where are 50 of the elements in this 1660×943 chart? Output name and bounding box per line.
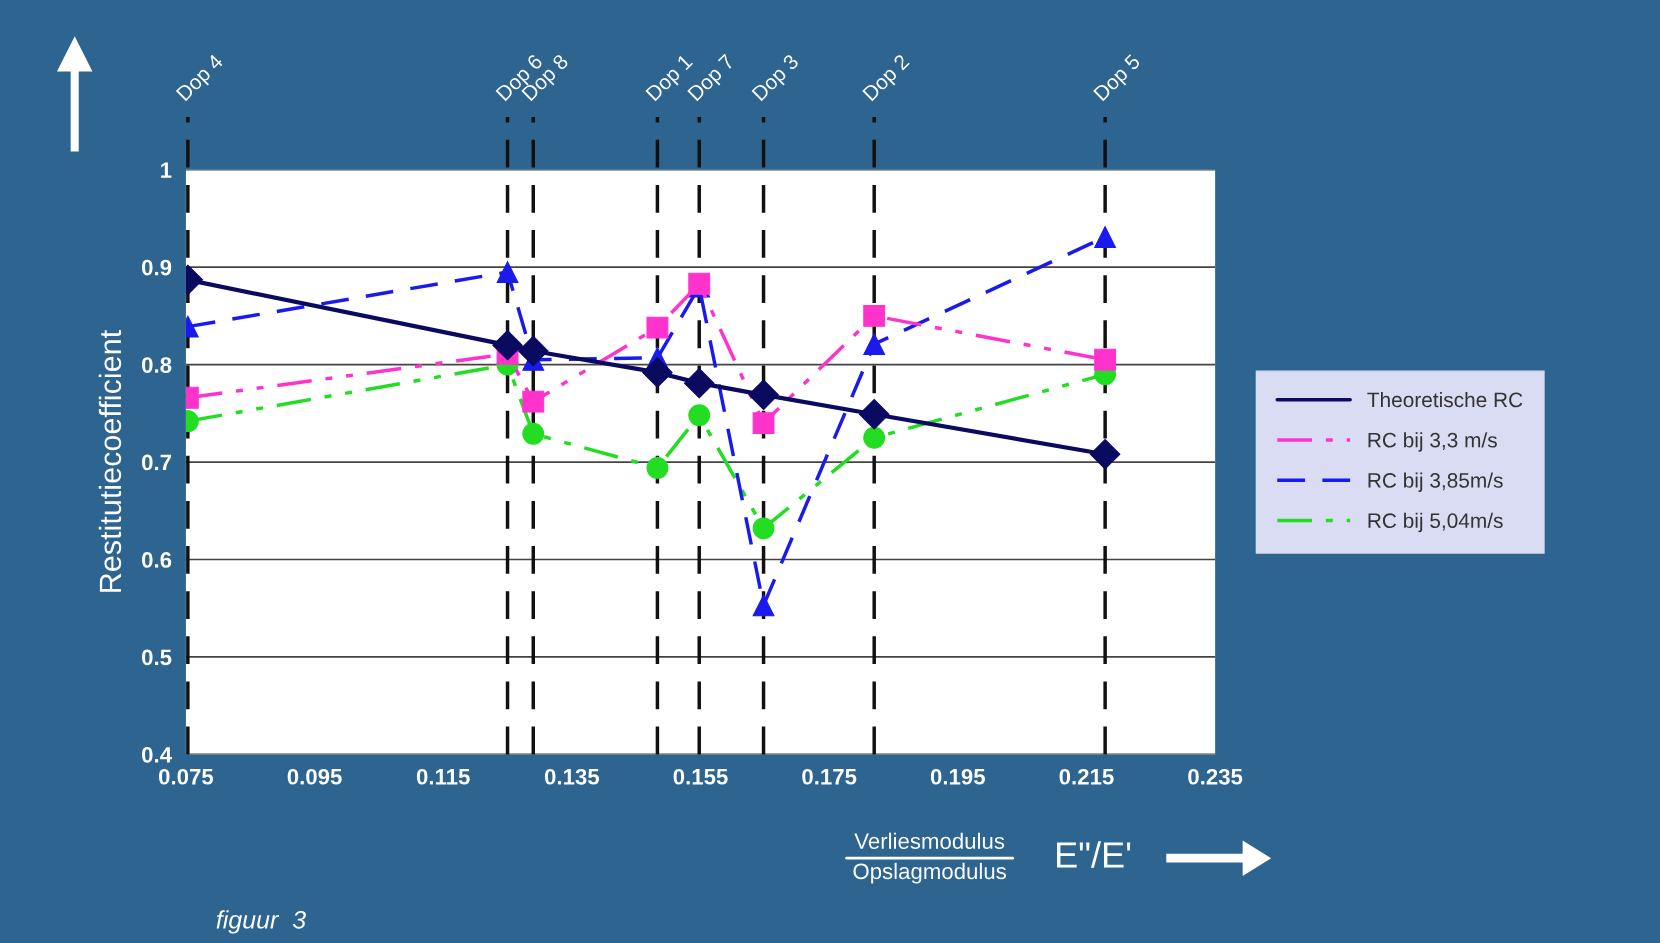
y-tick-label: 0.9 xyxy=(142,259,172,276)
x-tick-label: 0.135 xyxy=(544,768,600,785)
point xyxy=(752,594,775,617)
point xyxy=(646,456,669,479)
x-axis-title: E"/E' xyxy=(1057,841,1131,868)
x-tick-label: 0.175 xyxy=(802,768,857,785)
point xyxy=(752,517,775,540)
y-tick-label: 0.6 xyxy=(142,552,172,568)
y-tick-label: 0.4 xyxy=(142,746,172,763)
point xyxy=(496,261,519,283)
point xyxy=(863,426,886,449)
x-tick-label: 0.235 xyxy=(1188,768,1243,785)
point xyxy=(1089,439,1121,470)
legend-label: RC bij 3,85m/s xyxy=(1368,472,1503,492)
point xyxy=(642,357,673,388)
ref-line-label: Dop 3 xyxy=(751,53,803,105)
y-axis-title: Restitutiecoefficient xyxy=(98,330,122,592)
y-tick-label: 0.8 xyxy=(142,357,172,373)
x-tick-label: 0.115 xyxy=(416,768,470,785)
text: Verliesmodulus xyxy=(854,832,1005,850)
legend-label: RC bij 3,3 m/s xyxy=(1368,432,1497,452)
point xyxy=(1094,226,1117,248)
x-tick-label: 0.195 xyxy=(930,768,986,785)
y-tick-label: 0.5 xyxy=(142,649,172,666)
text: Opslagmodulus xyxy=(853,862,1007,884)
point xyxy=(863,304,886,327)
x-tick-label: 0.095 xyxy=(287,768,342,785)
point xyxy=(522,390,545,413)
point xyxy=(646,316,669,339)
point xyxy=(683,367,715,399)
x-tick-label: 0.075 xyxy=(159,768,214,785)
y-tick-label: 1 xyxy=(161,162,172,178)
point xyxy=(863,333,886,356)
point xyxy=(492,329,523,361)
legend-label: Theoretische RC xyxy=(1367,391,1523,408)
point xyxy=(688,404,711,427)
ref-line-label: Dop 5 xyxy=(1093,53,1144,105)
point xyxy=(858,399,890,430)
point xyxy=(522,422,545,445)
legend-label: RC bij 5,04m/s xyxy=(1368,512,1503,533)
x-tick-label: 0.215 xyxy=(1059,768,1114,785)
ref-line-label: Dop 2 xyxy=(862,53,913,105)
point xyxy=(752,412,775,435)
x-tick-label: 0.155 xyxy=(673,768,728,785)
y-tick-label: 0.7 xyxy=(142,454,172,471)
text: figuur 3 xyxy=(216,910,306,934)
point xyxy=(1094,348,1117,371)
point xyxy=(748,379,779,411)
point xyxy=(518,335,549,367)
ref-line-label: Dop 4 xyxy=(175,53,227,105)
